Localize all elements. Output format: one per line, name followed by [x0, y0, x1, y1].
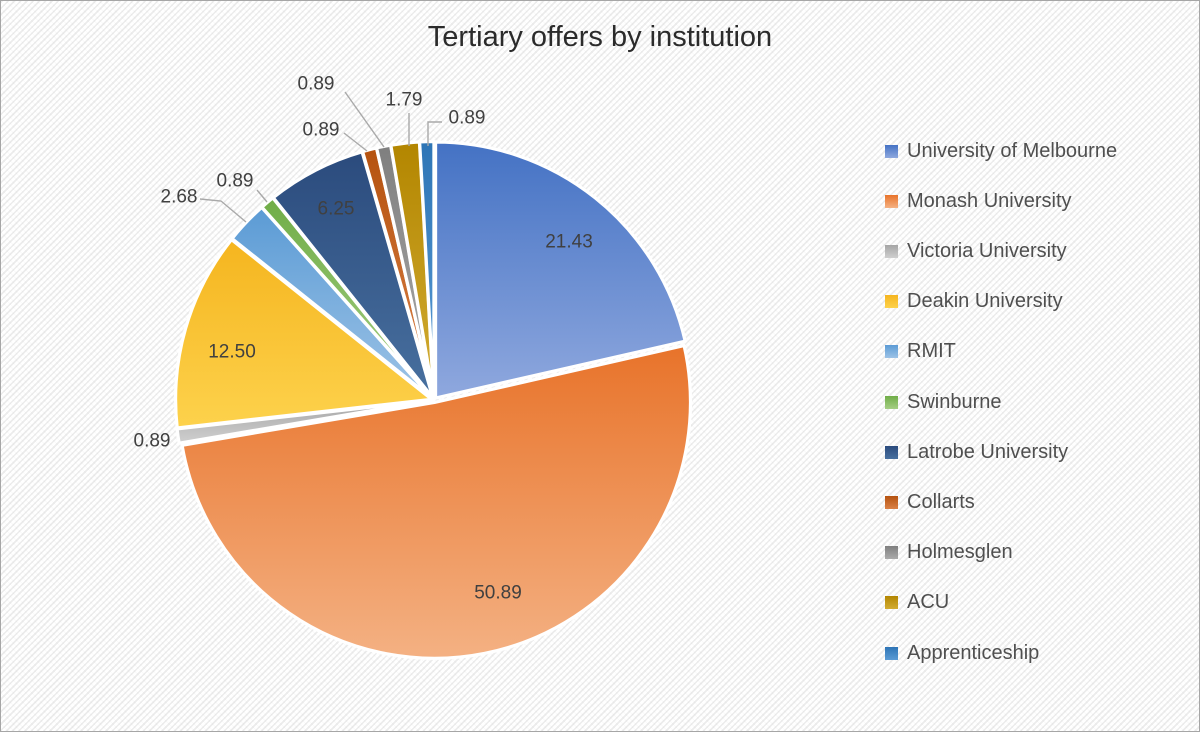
legend-label: Latrobe University [907, 440, 1069, 463]
legend-label: Collarts [907, 490, 975, 513]
legend-item-university-of-melbourne[interactable]: University of Melbourne [885, 137, 1117, 165]
data-label-apprenticeship: 0.89 [449, 108, 486, 129]
legend-item-victoria-university[interactable]: Victoria University [885, 237, 1067, 265]
pie-slice-monash-university[interactable] [180, 343, 693, 660]
legend-label: Victoria University [907, 239, 1067, 262]
legend-item-collarts[interactable]: Collarts [885, 488, 975, 516]
legend-swatch-icon [885, 144, 898, 158]
legend-label: ACU [907, 591, 950, 614]
leader-line-apprenticeship [427, 121, 442, 146]
legend-swatch-icon [885, 194, 898, 208]
data-label-rmit: 2.68 [161, 187, 198, 208]
legend-label: University of Melbourne [907, 139, 1118, 162]
legend-swatch-icon [885, 495, 898, 509]
legend-label: RMIT [907, 340, 956, 363]
legend-swatch-icon [885, 546, 898, 560]
leader-line-swinburne [256, 189, 268, 203]
legend-label: Holmesglen [907, 541, 1013, 564]
legend-swatch-icon [885, 295, 898, 309]
legend-item-latrobe-university[interactable]: Latrobe University [885, 438, 1068, 466]
data-label-victoria-university: 0.89 [134, 431, 171, 452]
data-label-deakin-university: 12.50 [208, 342, 256, 363]
legend-swatch-icon [885, 596, 898, 610]
pie-slice-deakin-university[interactable] [174, 238, 434, 430]
legend-label: Apprenticeship [907, 641, 1040, 664]
pie-slice-university-of-melbourne[interactable] [433, 140, 687, 400]
legend-item-deakin-university[interactable]: Deakin University [885, 288, 1063, 316]
data-label-swinburne: 0.89 [217, 171, 254, 192]
legend-item-monash-university[interactable]: Monash University [885, 187, 1072, 215]
legend-label: Swinburne [907, 390, 1002, 413]
chart-title: Tertiary offers by institution [427, 21, 773, 53]
legend-swatch-icon [885, 244, 898, 258]
data-label-latrobe-university: 6.25 [318, 199, 355, 220]
legend-item-acu[interactable]: ACU [885, 589, 949, 617]
data-label-monash-university: 50.89 [474, 583, 522, 604]
legend-item-apprenticeship[interactable]: Apprenticeship [885, 639, 1039, 667]
leader-line-collarts [343, 132, 368, 152]
legend-swatch-icon [885, 646, 898, 660]
legend-label: Monash University [907, 189, 1072, 212]
leader-line-holmesglen [344, 91, 385, 148]
data-label-collarts: 0.89 [303, 120, 340, 141]
leader-line-rmit [199, 198, 247, 223]
legend-item-holmesglen[interactable]: Holmesglen [885, 539, 1013, 567]
pie-slice-apprenticeship[interactable] [418, 139, 436, 400]
legend-label: Deakin University [907, 290, 1063, 313]
data-label-university-of-melbourne: 21.43 [545, 232, 593, 253]
legend-swatch-icon [885, 345, 898, 359]
legend-swatch-icon [885, 445, 898, 459]
legend-item-swinburne[interactable]: Swinburne [885, 388, 1002, 416]
legend-item-rmit[interactable]: RMIT [885, 338, 956, 366]
data-label-holmesglen: 0.89 [298, 74, 335, 95]
data-label-acu: 1.79 [386, 90, 423, 111]
legend-swatch-icon [885, 395, 898, 409]
